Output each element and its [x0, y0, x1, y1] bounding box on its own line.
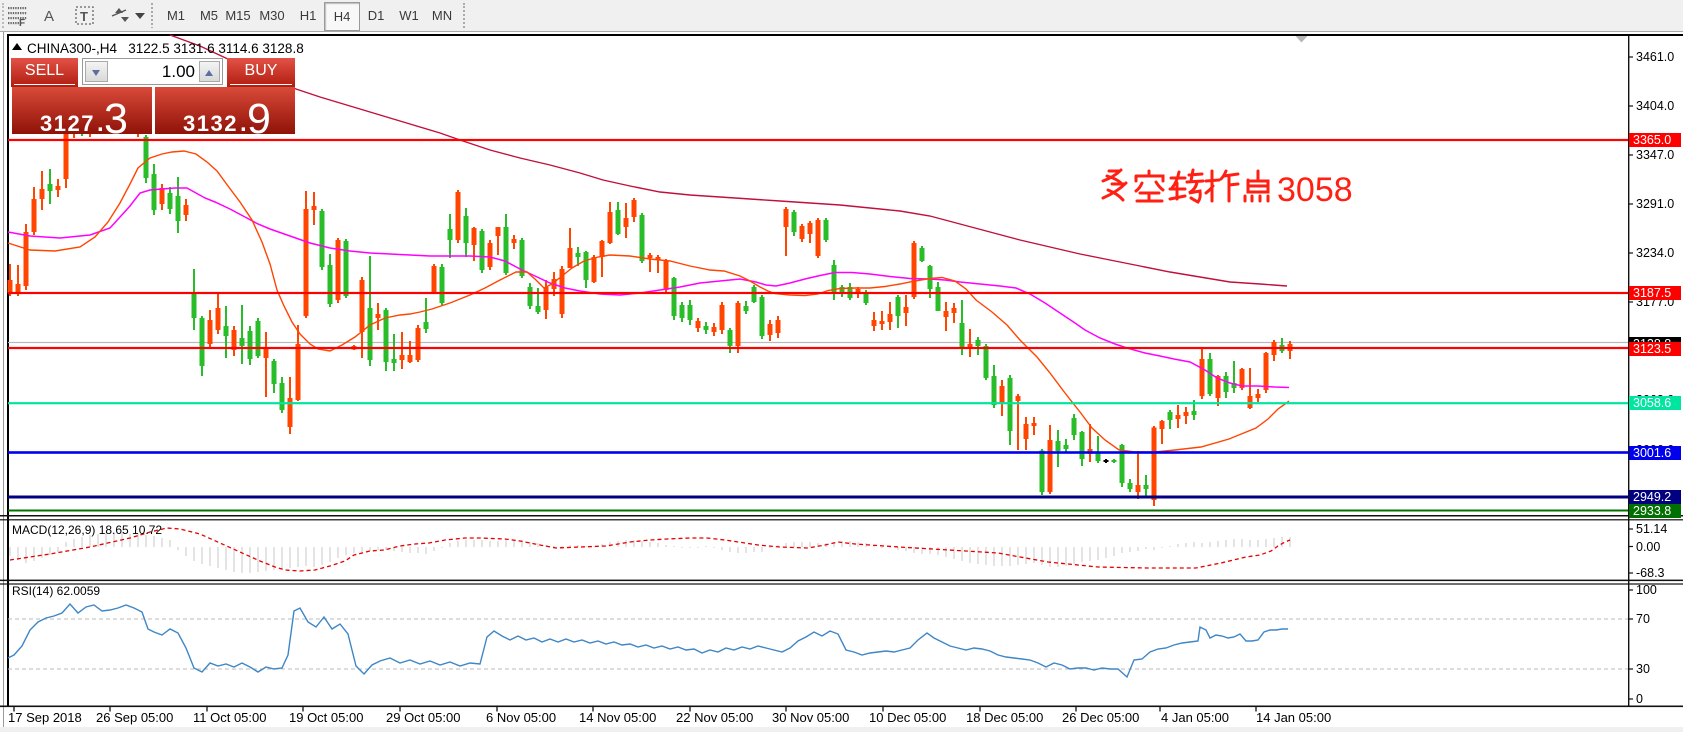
svg-text:3058: 3058 — [1277, 171, 1353, 209]
svg-text:T: T — [80, 9, 88, 24]
svg-text:A: A — [44, 8, 54, 25]
svg-text:F: F — [19, 18, 25, 29]
